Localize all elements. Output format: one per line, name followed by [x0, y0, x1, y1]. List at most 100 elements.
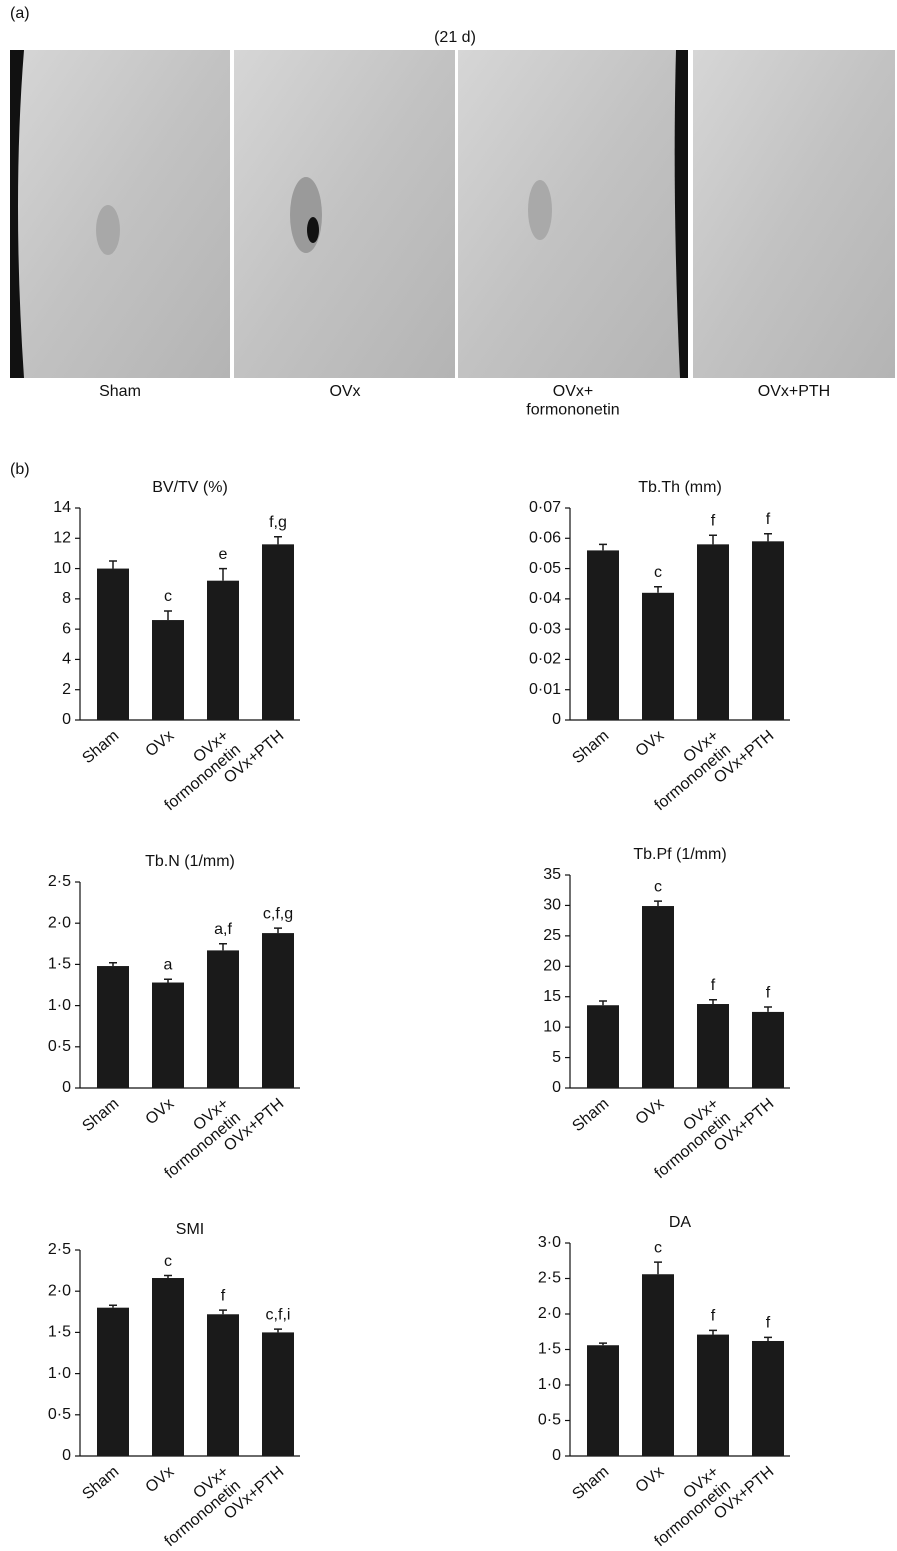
bar: [207, 1314, 239, 1456]
image-caption: Sham: [99, 383, 141, 400]
y-tick-label: 2·5: [48, 1241, 71, 1258]
y-tick-label: 1·0: [538, 1376, 561, 1393]
significance-label: f: [766, 511, 771, 528]
y-tick-label: 0: [62, 1447, 71, 1464]
y-tick-label: 8: [62, 590, 71, 607]
y-tick-label: 15: [543, 988, 561, 1005]
error-bar: [764, 534, 772, 542]
error-bar: [109, 1305, 117, 1307]
bar: [152, 1278, 184, 1456]
significance-label: a,f: [214, 921, 232, 938]
bar: [642, 906, 674, 1088]
image-caption: OVx+PTH: [758, 383, 830, 400]
x-tick-label: Sham: [79, 727, 122, 767]
y-tick-label: 4: [62, 651, 71, 668]
y-tick-label: 0·5: [538, 1412, 561, 1429]
y-tick-label: 0·02: [529, 651, 561, 668]
y-tick-label: 3·0: [538, 1234, 561, 1251]
error-bar: [709, 1000, 717, 1004]
error-bar: [599, 544, 607, 550]
error-bar: [709, 1330, 717, 1334]
y-tick-label: 0: [552, 711, 561, 728]
error-bar: [164, 979, 172, 982]
bar: [262, 933, 294, 1088]
significance-label: f: [711, 1308, 716, 1325]
y-tick-label: 25: [543, 927, 561, 944]
bar: [752, 541, 784, 720]
error-bar: [654, 1262, 662, 1274]
significance-label: f: [221, 1287, 226, 1304]
chart-title: BV/TV (%): [152, 479, 228, 496]
bar: [752, 1012, 784, 1088]
y-tick-label: 10: [543, 1018, 561, 1035]
y-tick-label: 1·0: [48, 1365, 71, 1382]
bar: [642, 1274, 674, 1456]
y-tick-label: 1·5: [48, 956, 71, 973]
significance-label: c,f,i: [266, 1306, 291, 1323]
error-bar: [764, 1337, 772, 1341]
y-tick-label: 20: [543, 958, 561, 975]
panel-title: (21 d): [434, 29, 476, 46]
x-tick-label: Sham: [569, 1095, 612, 1135]
significance-label: c: [654, 1239, 662, 1256]
error-bar: [709, 535, 717, 544]
y-tick-label: 0·04: [529, 590, 561, 607]
y-tick-label: 2·0: [48, 1282, 71, 1299]
error-bar: [109, 561, 117, 569]
y-tick-label: 2·5: [48, 873, 71, 890]
error-bar: [764, 1007, 772, 1012]
y-tick-label: 1·5: [538, 1341, 561, 1358]
bar: [697, 544, 729, 720]
x-tick-label: OVx: [143, 1463, 178, 1496]
y-tick-label: 12: [53, 530, 71, 547]
bar: [152, 620, 184, 720]
y-tick-label: 0: [62, 711, 71, 728]
y-tick-label: 2: [62, 681, 71, 698]
bar: [587, 1005, 619, 1088]
y-tick-label: 6: [62, 620, 71, 637]
chart-title: Tb.Th (mm): [638, 479, 722, 496]
bar: [642, 593, 674, 720]
x-tick-label: OVx: [633, 1463, 668, 1496]
error-bar: [219, 569, 227, 581]
x-tick-label: OVx: [633, 1095, 668, 1128]
error-bar: [654, 901, 662, 906]
image-caption: OVx: [329, 383, 360, 400]
bar: [207, 950, 239, 1088]
significance-label: f,g: [269, 514, 287, 531]
error-bar: [274, 537, 282, 545]
bar: [152, 983, 184, 1088]
error-bar: [109, 963, 117, 966]
x-tick-label: OVx: [143, 1095, 178, 1128]
bar: [697, 1004, 729, 1088]
y-tick-label: 0·06: [529, 530, 561, 547]
error-bar: [654, 587, 662, 593]
significance-label: c,f,g: [263, 905, 293, 922]
x-tick-label: Sham: [79, 1463, 122, 1503]
bar: [752, 1341, 784, 1456]
error-bar: [274, 1329, 282, 1332]
y-tick-label: 0·5: [48, 1406, 71, 1423]
bar: [587, 1345, 619, 1456]
image-caption: OVx+formononetin: [526, 383, 619, 418]
error-bar: [219, 1310, 227, 1314]
bar: [97, 569, 129, 720]
error-bar: [164, 611, 172, 620]
significance-label: a: [164, 956, 173, 973]
y-tick-label: 5: [552, 1049, 561, 1066]
error-bar: [599, 1343, 607, 1345]
significance-label: f: [711, 512, 716, 529]
significance-label: c: [654, 878, 662, 895]
y-tick-label: 0·03: [529, 620, 561, 637]
y-tick-label: 30: [543, 897, 561, 914]
bar: [262, 544, 294, 720]
y-tick-label: 0·5: [48, 1038, 71, 1055]
bar: [207, 581, 239, 720]
y-tick-label: 0: [62, 1079, 71, 1096]
bar: [262, 1332, 294, 1456]
micro-ct-images: [10, 50, 895, 378]
y-tick-label: 2·5: [538, 1270, 561, 1287]
y-tick-label: 2·0: [538, 1305, 561, 1322]
x-tick-label: OVx: [143, 727, 178, 760]
error-bar: [274, 928, 282, 933]
